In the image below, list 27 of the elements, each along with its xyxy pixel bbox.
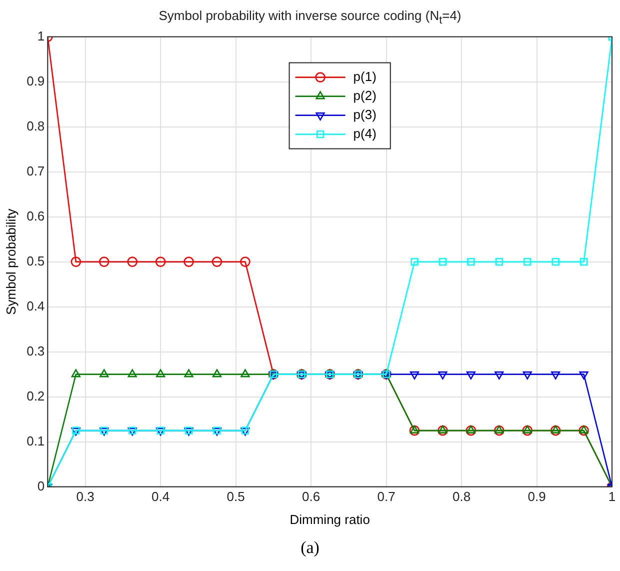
- y-tick-label: 0.2: [26, 388, 45, 404]
- legend-label: p(2): [353, 88, 376, 103]
- y-tick-label: 0.5: [26, 253, 45, 268]
- y-tick-label: 0.4: [26, 298, 45, 314]
- chart-title: Symbol probability with inverse source coding (N$_{t}$=4): [158, 8, 462, 27]
- y-tick-label: 0.3: [26, 343, 45, 358]
- y-tick-label: 1: [37, 28, 45, 44]
- legend-label: p(1): [353, 68, 376, 84]
- legend-label: p(3): [353, 106, 376, 122]
- text: (a): [300, 538, 320, 558]
- y-tick-label: 0.9: [26, 73, 45, 88]
- x-tick-label: 0.6: [302, 489, 320, 504]
- x-tick-label: 0.4: [152, 489, 170, 504]
- y-tick-label: 0.1: [26, 433, 45, 448]
- x-tick-label: 0.3: [76, 489, 94, 504]
- x-tick-label: 1: [608, 489, 616, 504]
- y-tick-label: 0.8: [26, 118, 45, 134]
- x-axis-title: Dimming ratio: [290, 512, 370, 527]
- x-tick-label: 0.8: [452, 489, 471, 504]
- y-tick-label: 0: [37, 478, 45, 494]
- y-axis-title: Symbol probability: [3, 208, 18, 315]
- y-tick-label: 0.6: [26, 208, 45, 224]
- x-tick-label: 0.7: [377, 489, 396, 504]
- x-tick-label: 0.5: [226, 489, 245, 504]
- x-tick-label: 0.9: [528, 489, 546, 504]
- legend-label: p(4): [353, 126, 376, 141]
- y-tick-label: 0.7: [26, 163, 45, 178]
